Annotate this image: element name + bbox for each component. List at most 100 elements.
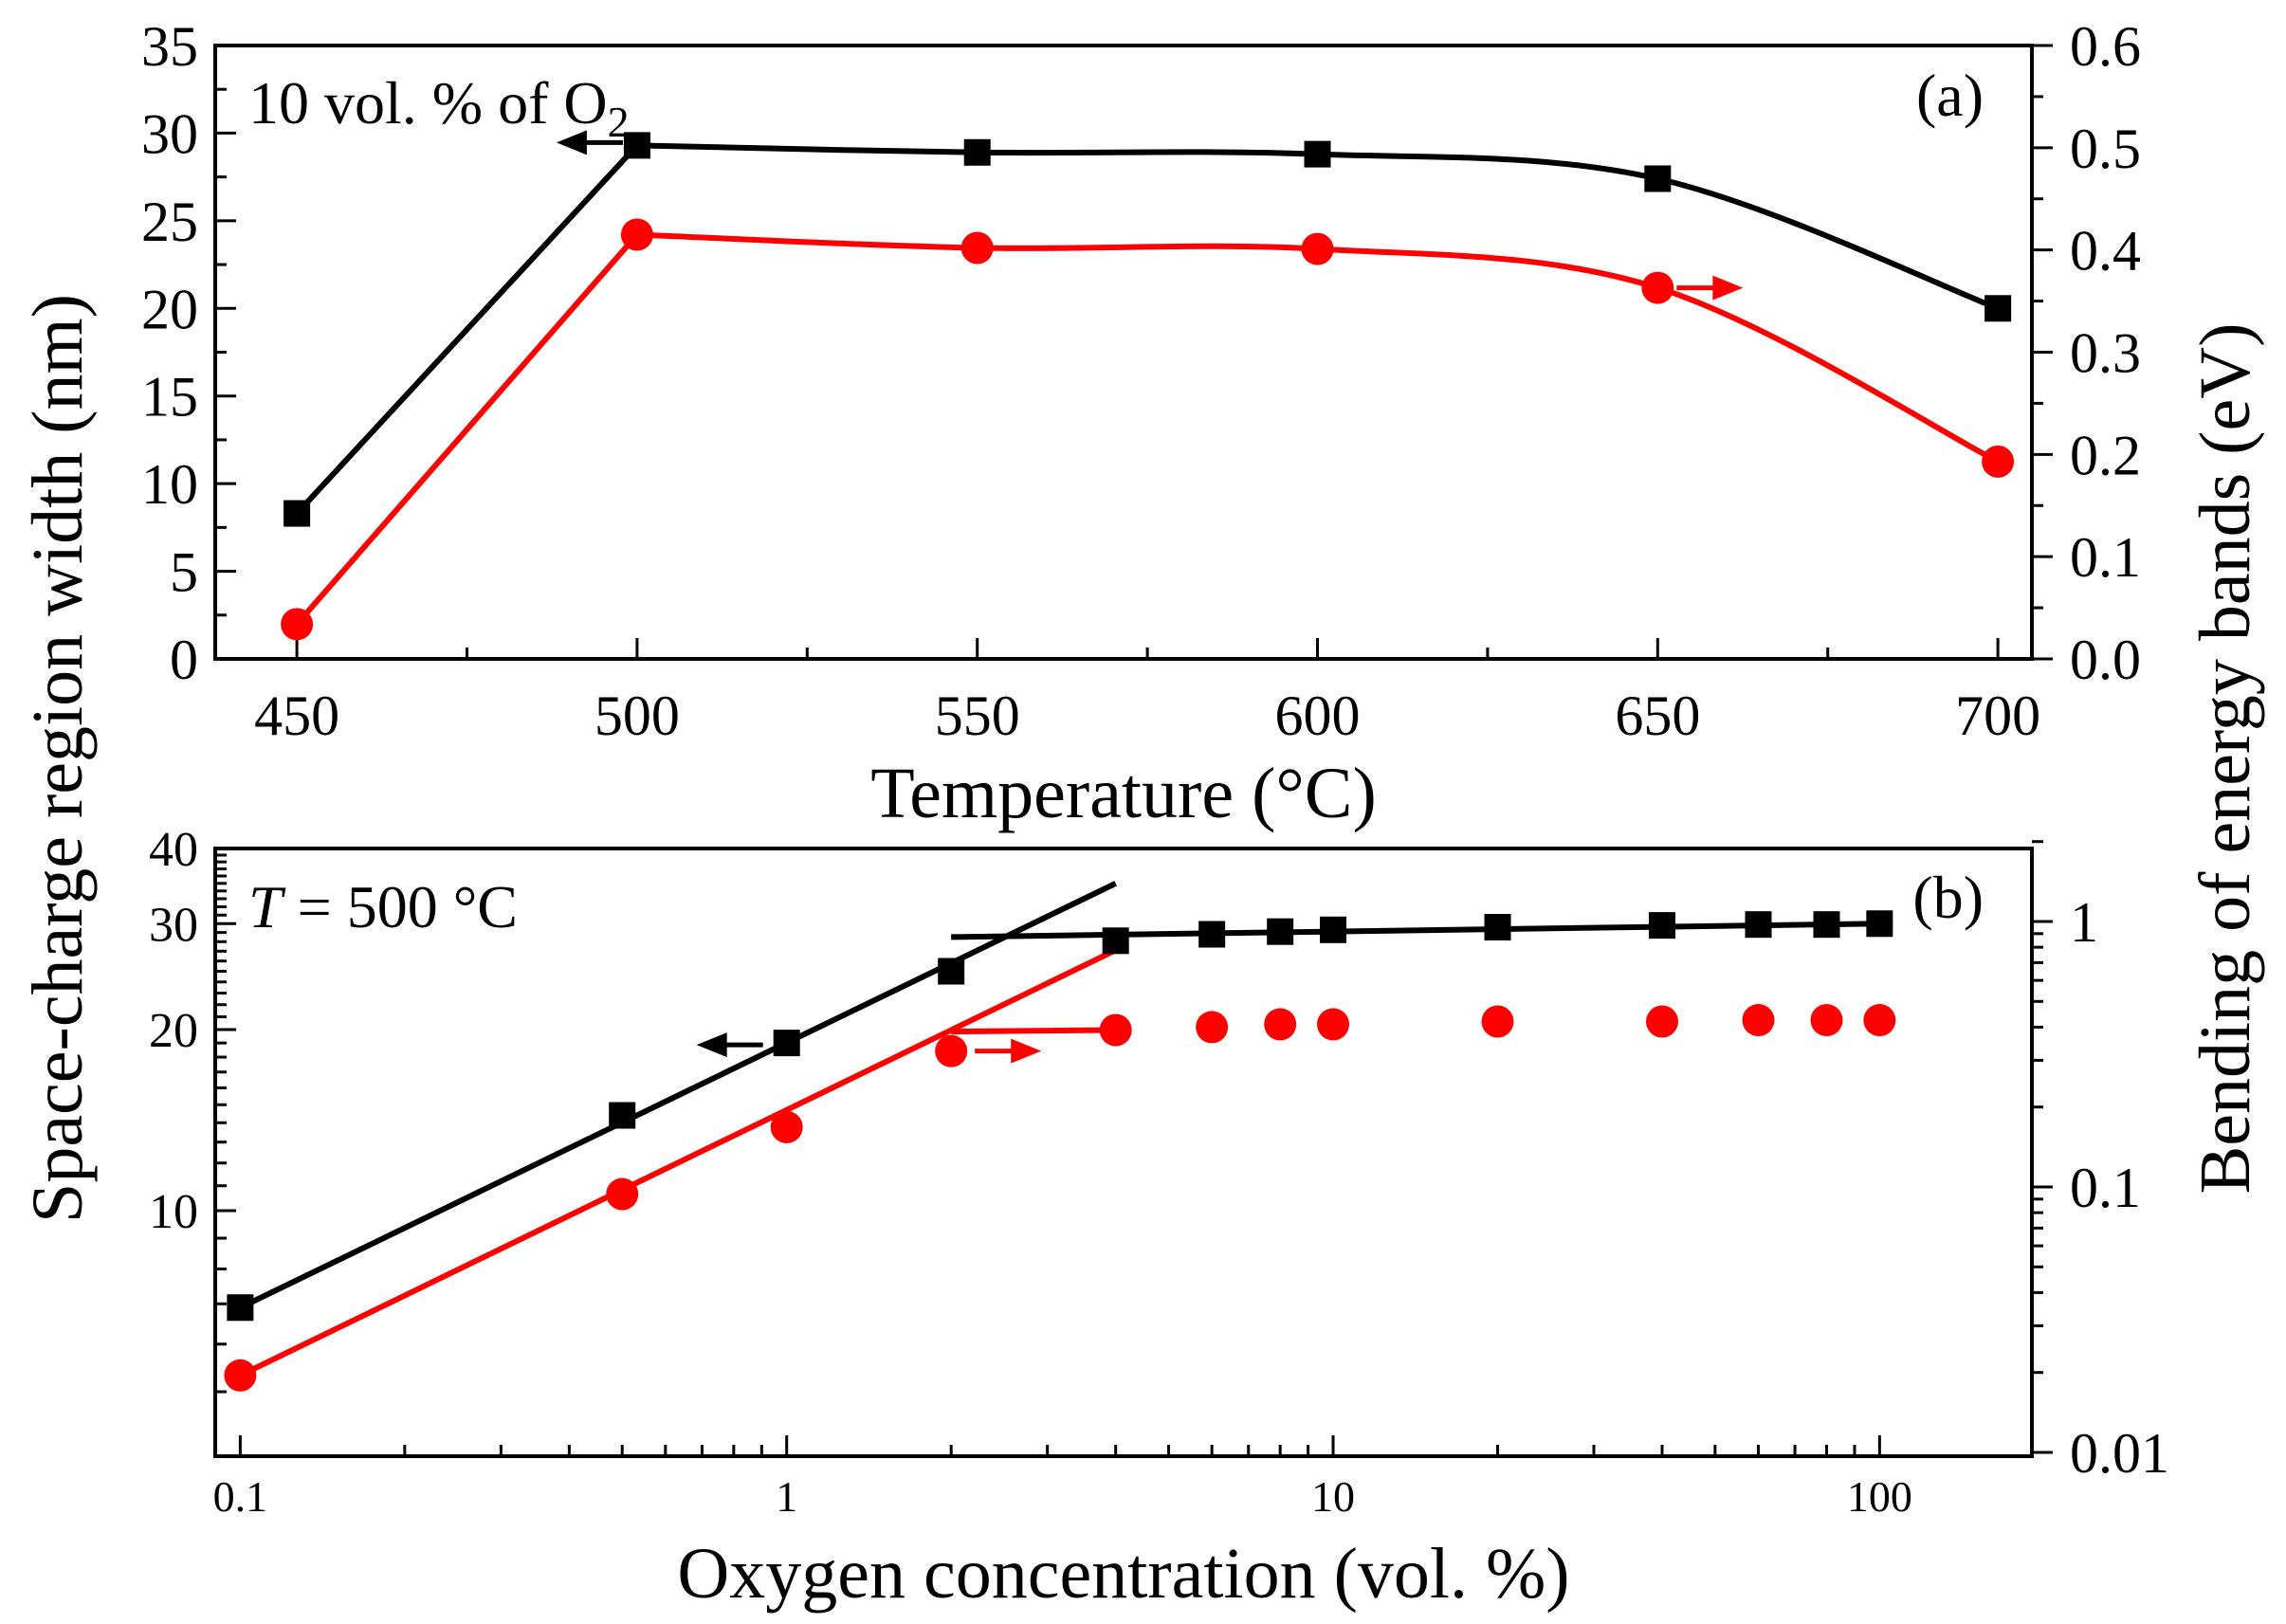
plot-frame-b: [213, 847, 2034, 1458]
a-y-left-tick-label: 35: [141, 15, 198, 78]
b-x-tick-label: 1: [776, 1472, 797, 1521]
a-series-1-arrow-head: [1712, 275, 1744, 301]
a-y-left-tick-label: 10: [141, 453, 198, 516]
b-y-right-tick-label: 0.1: [2070, 1157, 2141, 1219]
b-series-0-arrow-head: [696, 1032, 727, 1058]
a-y-right-tick-label: 0.4: [2070, 220, 2141, 283]
b-series-1-marker-8: [1481, 1005, 1514, 1038]
annotation-b-italic: T: [248, 873, 286, 940]
b-series-markers: [224, 910, 1896, 1392]
a-series-lines: [294, 142, 2000, 627]
b-series-1-arrow-head: [1011, 1038, 1042, 1064]
a-y-right-tick-label: 0.1: [2070, 526, 2141, 589]
b-series-1-marker-2: [770, 1110, 803, 1143]
b-series-0-marker-10: [1745, 911, 1772, 939]
annotation-a-text: 10 vol. % of O: [248, 69, 608, 137]
b-x-tick-label: 100: [1847, 1472, 1912, 1521]
a-y-right-tick-label: 0.6: [2070, 15, 2141, 78]
b-series-1-marker-9: [1646, 1005, 1679, 1038]
annotation-b-text: = 500 °C: [283, 873, 518, 940]
b-series-1-marker-4: [1099, 1013, 1132, 1047]
x-axis-title-b: Oxygen concentration (vol. %): [677, 1534, 1569, 1614]
b-series-1-marker-0: [224, 1359, 257, 1392]
b-series-0-marker-7: [1320, 916, 1347, 943]
a-y-left-tick-label: 20: [141, 278, 198, 340]
b-y-left-tick-label: 10: [149, 1185, 198, 1239]
a-series-0-marker-5: [1984, 295, 2012, 322]
b-fit-line-0: [239, 881, 1117, 1310]
a-series-1-marker-1: [620, 218, 653, 251]
panel-label-b: (b): [1912, 864, 1984, 931]
b-fit-line-1: [951, 921, 1880, 940]
b-y-left-tick-label: 40: [149, 823, 198, 877]
a-series-0-marker-0: [283, 500, 311, 527]
a-y-left-tick-label: 15: [141, 366, 198, 429]
a-x-tick-label: 550: [935, 684, 1020, 747]
a-axis-ticks: [215, 44, 2053, 661]
b-series-1-marker-10: [1742, 1004, 1775, 1037]
a-x-tick-label: 500: [594, 684, 680, 747]
b-series-0-marker-3: [938, 958, 965, 985]
a-series-1-marker-3: [1301, 232, 1334, 265]
a-y-left-tick-label: 0: [170, 629, 198, 691]
b-series-0-marker-9: [1649, 912, 1676, 940]
b-y-left-tick-label: 20: [149, 1004, 198, 1058]
panel-a: 450 500 550 600 650 700 0 5 10 15 20 25 30 35 0.0 0.1 0.…: [141, 15, 2141, 833]
a-series-1-marker-4: [1641, 271, 1674, 304]
a-y-right-tick-label: 0.0: [2070, 629, 2141, 691]
y-axis-title-right: Bending of energy bands (eV): [2185, 323, 2265, 1195]
a-series-markers: [281, 130, 2015, 641]
b-y-left-tick-label: 30: [149, 898, 198, 952]
a-x-tick-label: 700: [1955, 684, 2040, 747]
b-series-1-marker-11: [1810, 1004, 1843, 1037]
b-fit-line-3: [951, 1027, 1116, 1035]
a-series-line-1: [294, 231, 2000, 627]
x-axis-title-a: Temperature (°C): [870, 754, 1377, 833]
b-tick-labels: 0.1 1 10 100 10 20 30 40 0.01 0.1 1: [149, 823, 2169, 1521]
b-x-tick-label: 10: [1311, 1472, 1355, 1521]
b-series-0-marker-2: [773, 1030, 800, 1057]
a-x-tick-label: 450: [254, 684, 339, 747]
a-x-tick-label: 600: [1275, 684, 1361, 747]
b-series-1-marker-7: [1317, 1008, 1350, 1041]
a-y-right-tick-label: 0.2: [2070, 424, 2141, 486]
b-axis-ticks: [215, 840, 2053, 1456]
b-series-0-marker-8: [1484, 913, 1511, 940]
b-series-1-marker-5: [1196, 1011, 1229, 1044]
b-series-0-marker-12: [1866, 910, 1893, 938]
a-series-0-marker-4: [1644, 165, 1672, 192]
b-series-0-marker-0: [227, 1294, 254, 1322]
a-series-1-marker-0: [281, 608, 314, 641]
b-series-1-marker-6: [1264, 1008, 1297, 1041]
b-series-0-marker-4: [1102, 927, 1129, 955]
b-y-right-tick-label: 0.01: [2070, 1422, 2169, 1485]
annotation-a-subscript: 2: [608, 98, 630, 146]
plot-frame-a: [213, 44, 2034, 661]
b-series-0-marker-1: [609, 1102, 636, 1129]
b-y-right-tick-label: 1: [2070, 891, 2098, 954]
a-series-0-marker-2: [963, 138, 991, 166]
b-x-tick-label: 0.1: [213, 1472, 268, 1521]
b-series-1-marker-1: [606, 1177, 639, 1211]
a-y-right-tick-label: 0.3: [2070, 322, 2141, 385]
a-series-1-marker-5: [1982, 445, 2015, 478]
panel-b: 0.1 1 10 100 10 20 30 40 0.01 0.1 1 (b) T = 500 °C…: [149, 823, 2169, 1614]
a-y-left-tick-label: 25: [141, 191, 198, 253]
y-axis-title-left: Space-charge region width (nm): [18, 294, 98, 1223]
b-series-1-marker-3: [935, 1034, 968, 1067]
panel-label-a: (a): [1916, 62, 1984, 129]
annotation-b: T = 500 °C: [248, 873, 518, 940]
a-y-left-tick-label: 30: [141, 102, 198, 165]
b-series-0-marker-5: [1198, 921, 1226, 948]
b-series-0-marker-6: [1267, 918, 1294, 945]
a-series-0-marker-1: [623, 132, 650, 159]
a-series-1-marker-2: [960, 231, 994, 265]
b-fit-lines: [239, 881, 1880, 1378]
b-series-1-marker-12: [1863, 1004, 1896, 1037]
annotation-a: 10 vol. % of O2: [248, 69, 630, 146]
a-x-tick-label: 650: [1615, 684, 1700, 747]
a-series-0-arrow-head: [556, 130, 587, 155]
a-series-0-marker-3: [1304, 140, 1331, 168]
a-y-right-tick-label: 0.5: [2070, 118, 2141, 180]
